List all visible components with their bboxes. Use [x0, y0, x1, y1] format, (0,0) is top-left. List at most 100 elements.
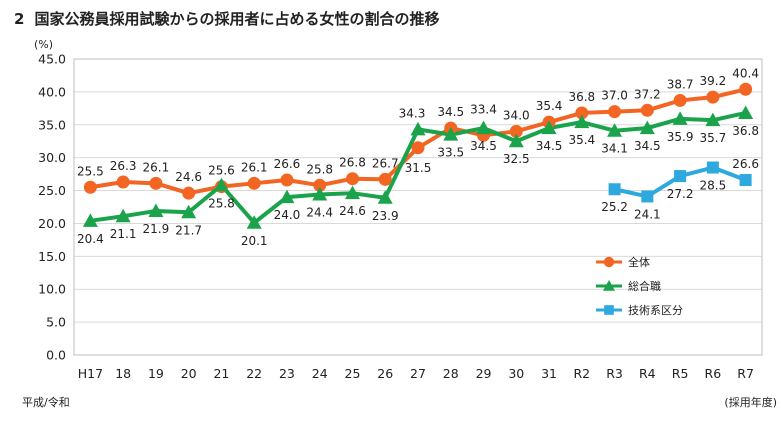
- data-point-circle: [83, 180, 97, 194]
- data-label-general: 33.5: [437, 146, 464, 160]
- x-tick-label: H17: [78, 366, 103, 381]
- y-unit-label: (%): [34, 38, 54, 51]
- x-tick-label: R3: [606, 366, 623, 381]
- data-label-general: 35.7: [699, 131, 726, 145]
- data-label-overall: 25.5: [77, 164, 104, 178]
- data-label-general: 34.5: [470, 139, 497, 153]
- data-point-triangle: [508, 133, 524, 148]
- data-label-general: 21.7: [175, 223, 202, 237]
- data-label-overall: 26.7: [372, 156, 399, 170]
- data-point-triangle: [115, 208, 131, 223]
- data-label-overall: 26.1: [241, 160, 268, 174]
- data-point-triangle: [410, 121, 426, 136]
- x-tick-label: 30: [508, 366, 524, 381]
- y-tick-label: 35.0: [38, 117, 66, 132]
- data-label-overall: 26.6: [274, 157, 301, 171]
- data-label-general: 21.1: [110, 227, 137, 241]
- data-label-technical: 25.2: [601, 200, 628, 214]
- data-label-overall: 39.2: [699, 74, 726, 88]
- data-point-circle: [509, 124, 523, 138]
- plot-area: [73, 58, 763, 356]
- data-label-general: 20.1: [241, 234, 268, 248]
- data-label-overall: 35.4: [536, 99, 563, 113]
- data-label-general: 35.4: [568, 133, 595, 147]
- data-label-general: 34.3: [399, 106, 426, 120]
- data-point-triangle: [344, 185, 360, 200]
- data-point-triangle: [377, 190, 393, 204]
- data-point-triangle: [574, 114, 590, 129]
- chart-title-text: 国家公務員採用試験からの採用者に占める女性の割合の推移: [34, 10, 440, 28]
- data-point-triangle: [541, 120, 557, 135]
- data-label-overall: 33.4: [470, 102, 497, 116]
- data-label-general: 35.9: [667, 130, 694, 144]
- legend-marker-triangle: [603, 280, 615, 291]
- y-tick-label: 0.0: [46, 348, 66, 363]
- data-point-circle: [411, 141, 425, 155]
- data-point-circle: [640, 103, 654, 117]
- x-tick-label: 19: [148, 366, 164, 381]
- data-label-general: 23.9: [372, 209, 399, 223]
- data-point-square: [706, 161, 719, 174]
- data-label-general: 24.6: [339, 204, 366, 218]
- data-point-circle: [608, 105, 622, 119]
- data-point-triangle: [279, 189, 295, 204]
- data-point-triangle: [639, 120, 655, 135]
- x-tick-label: R7: [737, 366, 754, 381]
- data-label-general: 34.1: [601, 142, 628, 156]
- legend-marker-circle: [603, 256, 615, 268]
- data-label-technical: 27.2: [667, 187, 694, 201]
- x-axis-note: (採用年度): [724, 396, 777, 409]
- data-label-overall: 40.4: [732, 66, 759, 80]
- data-point-square: [739, 174, 752, 187]
- data-label-general: 32.5: [503, 152, 530, 166]
- data-label-overall: 31.5: [405, 161, 432, 175]
- y-tick-label: 40.0: [38, 84, 66, 99]
- data-point-triangle: [738, 105, 754, 119]
- x-tick-label: 31: [541, 366, 557, 381]
- data-label-general: 34.5: [634, 139, 661, 153]
- data-label-technical: 24.1: [634, 207, 661, 221]
- data-label-general: 24.0: [274, 208, 301, 222]
- x-tick-label: 20: [181, 366, 197, 381]
- data-label-general: 36.8: [732, 124, 759, 138]
- y-tick-label: 5.0: [46, 315, 66, 330]
- data-label-general: 20.4: [77, 232, 104, 246]
- data-point-square: [674, 170, 687, 183]
- x-tick-label: 27: [410, 366, 426, 381]
- chart-title: 2 国家公務員採用試験からの採用者に占める女性の割合の推移: [14, 8, 439, 29]
- data-point-triangle: [148, 203, 164, 217]
- data-point-triangle: [246, 215, 262, 229]
- data-point-square: [641, 190, 654, 203]
- data-point-triangle: [607, 123, 623, 137]
- data-label-overall: 37.2: [634, 87, 661, 101]
- data-label-overall: 24.6: [175, 170, 202, 184]
- x-tick-label: 22: [246, 366, 262, 381]
- legend-label: 技術系区分: [628, 304, 683, 317]
- x-tick-label: 21: [213, 366, 229, 381]
- data-point-circle: [345, 172, 359, 186]
- data-point-circle: [739, 82, 753, 96]
- y-tick-label: 20.0: [38, 216, 66, 231]
- data-label-overall: 26.8: [339, 156, 366, 170]
- x-tick-label: 23: [279, 366, 295, 381]
- data-point-circle: [673, 93, 687, 107]
- x-tick-label: 28: [443, 366, 459, 381]
- data-label-overall: 25.6: [208, 164, 235, 178]
- data-point-circle: [378, 172, 392, 186]
- data-label-overall: 34.0: [503, 108, 530, 122]
- x-tick-label: 25: [345, 366, 361, 381]
- data-point-triangle: [213, 177, 229, 192]
- x-tick-label: R5: [672, 366, 689, 381]
- data-label-overall: 37.0: [601, 89, 628, 103]
- legend-marker-square: [604, 305, 614, 315]
- data-point-circle: [313, 178, 327, 192]
- x-tick-label: 24: [312, 366, 328, 381]
- data-point-triangle: [82, 213, 98, 227]
- data-point-triangle: [705, 112, 721, 127]
- data-point-triangle: [476, 120, 492, 135]
- data-label-general: 21.9: [143, 222, 170, 236]
- data-label-technical: 28.5: [699, 179, 726, 193]
- legend-label: 総合職: [628, 279, 661, 293]
- y-tick-label: 30.0: [38, 150, 66, 165]
